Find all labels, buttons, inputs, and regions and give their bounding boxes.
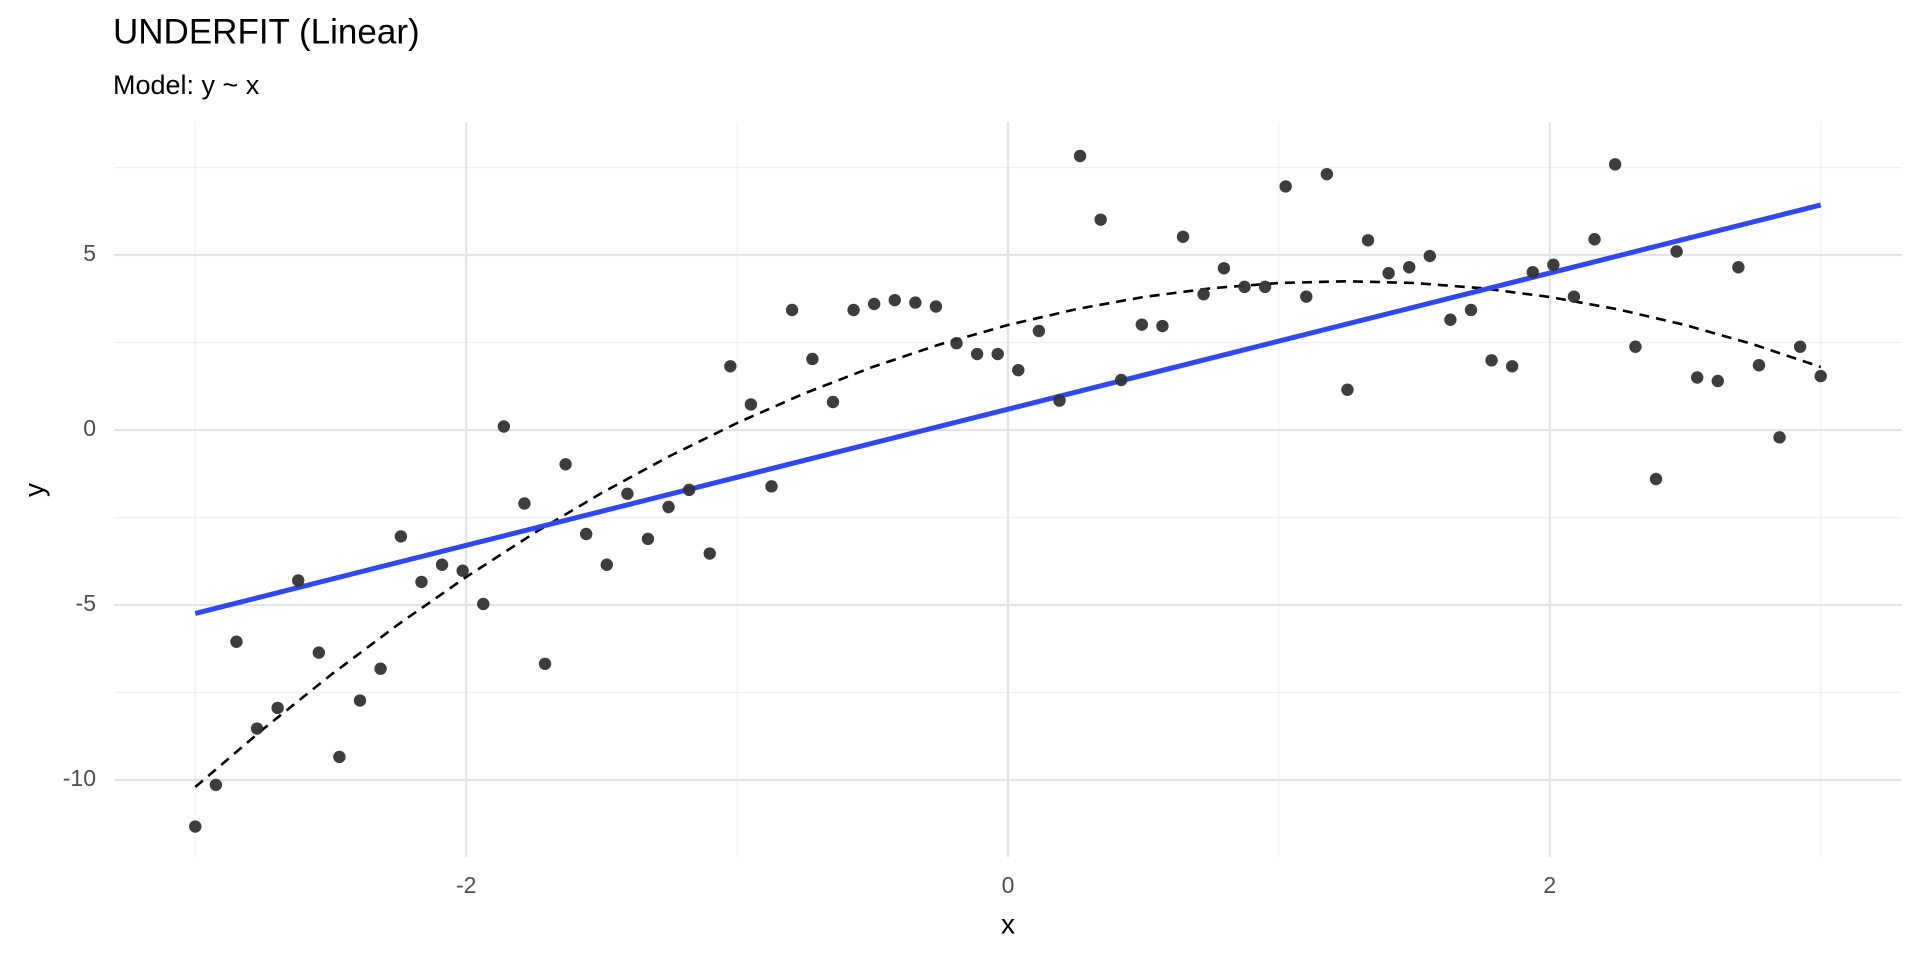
dashed-curve — [194, 279, 1822, 788]
point — [744, 398, 758, 411]
point — [1629, 340, 1642, 353]
point — [1361, 234, 1375, 247]
point — [497, 420, 511, 433]
point — [271, 701, 284, 715]
point — [1752, 359, 1766, 372]
point — [1053, 394, 1066, 407]
point — [929, 300, 943, 313]
point — [1197, 288, 1210, 301]
point — [292, 574, 305, 587]
point — [1300, 290, 1313, 303]
point — [1341, 383, 1354, 396]
point — [1012, 363, 1025, 377]
point — [415, 575, 428, 589]
point — [970, 347, 984, 361]
point — [477, 597, 490, 611]
point — [230, 635, 243, 648]
point — [435, 558, 449, 571]
point — [579, 527, 593, 541]
point — [1485, 354, 1498, 367]
point — [1773, 431, 1786, 444]
point — [189, 820, 202, 833]
point — [559, 458, 572, 471]
point — [1032, 324, 1046, 338]
point — [1176, 230, 1190, 243]
point — [1238, 280, 1251, 294]
point — [682, 483, 696, 497]
point — [1711, 374, 1724, 388]
point — [333, 750, 346, 764]
point — [806, 352, 819, 366]
point — [1567, 290, 1581, 303]
point — [1793, 340, 1807, 353]
point — [641, 532, 655, 546]
point — [1073, 149, 1087, 163]
point — [662, 500, 675, 514]
point — [1258, 280, 1272, 294]
point — [1732, 261, 1745, 274]
point — [1423, 249, 1437, 263]
x-axis-title: x — [1001, 908, 1015, 939]
point — [1649, 472, 1663, 486]
chart-subtitle: Model: y ~ x — [113, 70, 260, 100]
point — [1135, 318, 1149, 331]
point — [1588, 233, 1601, 246]
point — [1217, 262, 1231, 275]
point — [1403, 261, 1416, 274]
point — [1814, 369, 1827, 383]
point — [250, 722, 264, 735]
point — [1444, 313, 1457, 326]
point — [826, 395, 840, 409]
point — [888, 293, 901, 307]
y-tick-label: 0 — [83, 415, 96, 441]
point — [209, 778, 223, 792]
point — [724, 360, 737, 373]
point — [374, 662, 387, 675]
fit-line — [194, 202, 1822, 616]
y-tick-label: -5 — [76, 590, 96, 616]
point — [867, 297, 881, 311]
point — [1279, 180, 1292, 193]
x-tick-label: -2 — [456, 872, 476, 898]
point — [1526, 265, 1539, 279]
point — [950, 337, 963, 350]
point — [353, 694, 367, 707]
point — [1115, 373, 1128, 387]
point — [991, 347, 1004, 361]
point — [847, 303, 860, 317]
point — [312, 646, 326, 659]
point — [1094, 213, 1107, 226]
point — [909, 296, 922, 309]
y-axis-title: y — [18, 483, 49, 497]
point — [1464, 303, 1478, 317]
point — [456, 564, 469, 577]
point — [1690, 371, 1704, 384]
point — [1156, 319, 1169, 333]
point — [785, 303, 799, 317]
point — [621, 487, 634, 500]
y-tick-label: 5 — [83, 240, 96, 266]
point — [1670, 245, 1683, 258]
point — [1547, 258, 1560, 271]
point — [600, 558, 613, 571]
point — [538, 657, 552, 670]
point — [1320, 167, 1334, 181]
point — [765, 480, 778, 493]
y-tick-label: -10 — [63, 765, 96, 791]
chart-title: UNDERFIT (Linear) — [113, 12, 420, 51]
point — [518, 497, 531, 510]
point — [1608, 158, 1622, 171]
x-tick-label: 2 — [1543, 872, 1556, 898]
x-tick-label: 0 — [1002, 872, 1015, 898]
point — [1382, 267, 1395, 280]
point — [394, 530, 408, 543]
point — [703, 547, 716, 560]
point — [1505, 360, 1519, 373]
